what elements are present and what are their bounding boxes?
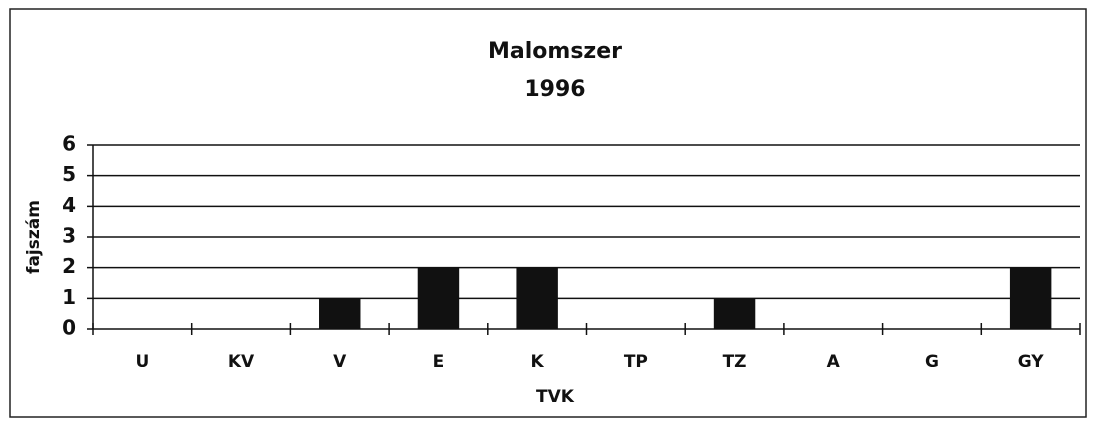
y-tick-label: 5 (62, 162, 76, 186)
x-tick-label: K (531, 352, 545, 372)
bar (417, 267, 460, 329)
y-axis-label: fajszám (24, 200, 44, 274)
y-tick-label: 3 (62, 224, 76, 248)
x-tick-label: KV (228, 352, 255, 372)
y-tick-label: 2 (62, 254, 76, 278)
x-tick-label: TZ (723, 352, 747, 372)
y-tick-label: 1 (62, 285, 76, 309)
frame (9, 8, 1087, 418)
bar (319, 298, 361, 329)
x-tick-label: G (925, 352, 939, 372)
x-tick-label: V (333, 352, 347, 372)
bar (713, 298, 756, 329)
x-tick-label: U (135, 352, 149, 372)
y-tick-label: 4 (62, 193, 76, 217)
bar (1009, 267, 1052, 329)
chart-title: Malomszer (488, 39, 622, 64)
x-tick-label: GY (1018, 352, 1045, 372)
bar (516, 267, 558, 329)
y-tick-label: 0 (62, 316, 76, 340)
x-axis-label: TVK (536, 387, 575, 407)
y-tick-label: 6 (62, 132, 76, 156)
x-tick-label: TP (624, 352, 648, 372)
x-tick-label: A (827, 352, 841, 372)
x-tick-label: E (433, 352, 445, 372)
chart-subtitle: 1996 (524, 77, 585, 102)
